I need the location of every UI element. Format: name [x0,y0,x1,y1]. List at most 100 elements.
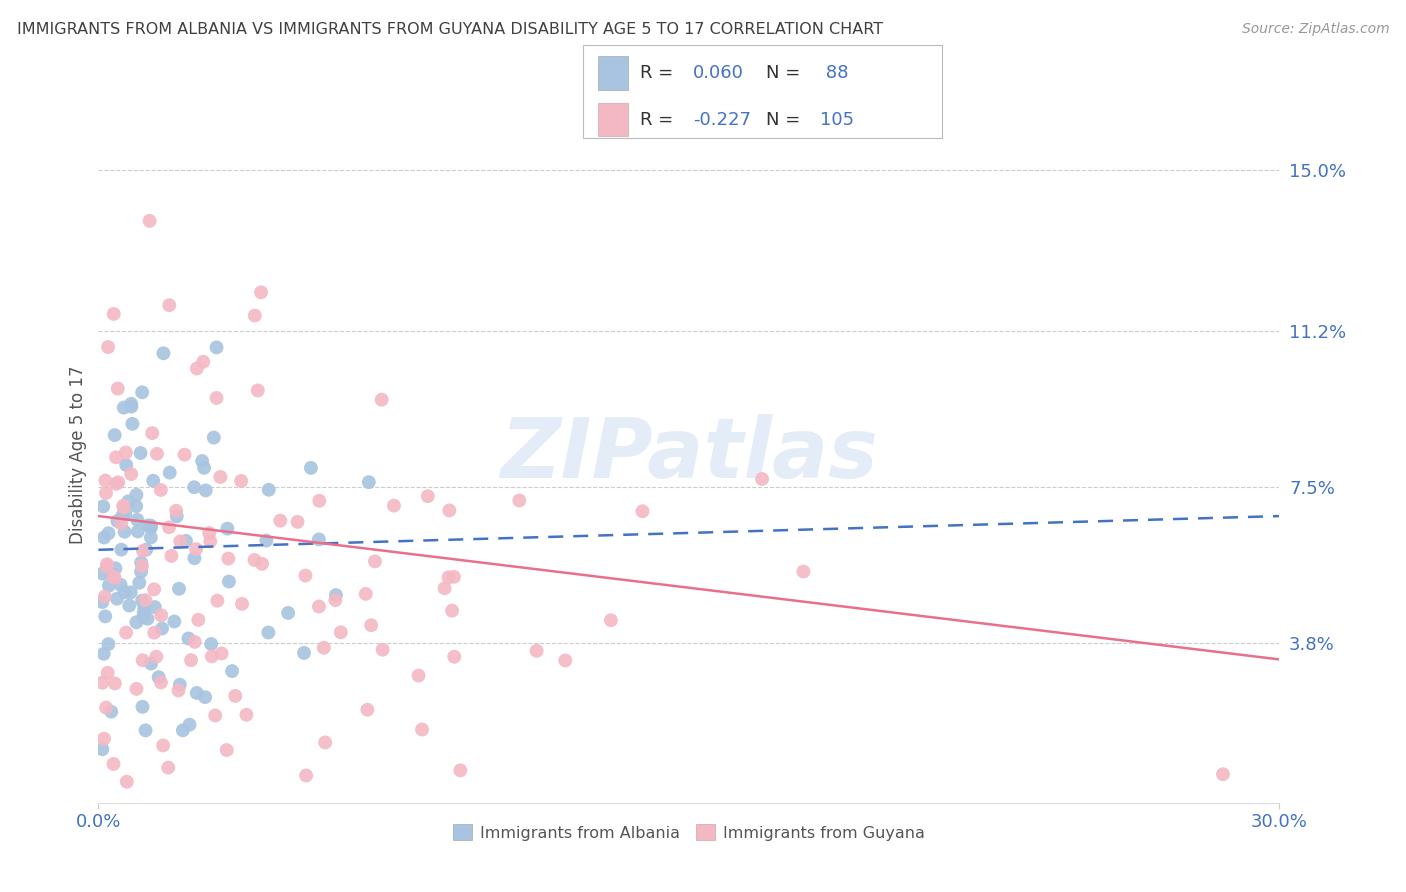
Point [224,689,246,703]
Point [173,448,195,462]
Point [145,649,167,664]
Text: N =: N = [766,111,806,128]
Point [631,504,654,518]
Point [103,756,125,771]
Point [231,474,253,488]
Point [97,637,120,651]
Point [443,649,465,664]
Point [198,526,221,541]
Point [150,675,173,690]
Point [187,613,209,627]
Text: ZIPatlas: ZIPatlas [501,415,877,495]
Point [143,582,166,597]
Point [112,500,135,515]
Point [101,567,124,582]
Point [125,499,148,513]
Point [131,653,153,667]
Point [360,618,382,632]
Point [179,717,201,731]
Point [193,355,215,369]
Point [186,686,208,700]
Text: -0.227: -0.227 [693,111,751,128]
Point [354,587,377,601]
Point [184,542,207,557]
Point [277,606,299,620]
Point [191,454,214,468]
Point [107,475,129,490]
Point [204,708,226,723]
Point [165,504,187,518]
Point [104,561,127,575]
Point [257,483,280,497]
Point [257,625,280,640]
Point [117,494,139,508]
Point [143,600,166,615]
Point [250,557,273,571]
Point [215,743,238,757]
Point [323,593,346,607]
Point [441,604,464,618]
Point [169,534,191,549]
Point [94,474,117,488]
Point [142,474,165,488]
Point [411,723,433,737]
Point [125,615,148,630]
Point [112,499,135,513]
Point [200,637,222,651]
Point [308,599,330,614]
Point [299,461,322,475]
Point [104,476,127,491]
Point [370,392,392,407]
Point [157,520,180,534]
Point [127,524,149,539]
Point [114,507,136,521]
Point [180,653,202,667]
Point [193,460,215,475]
Point [143,625,166,640]
Point [211,647,233,661]
Point [118,599,141,613]
Point [91,675,114,690]
Point [97,526,120,541]
Point [114,585,136,599]
Point [751,472,773,486]
Point [105,591,128,606]
Point [112,401,135,415]
Point [152,346,174,360]
Point [131,385,153,400]
Point [104,676,127,690]
Point [97,579,120,593]
Point [163,615,186,629]
Point [149,483,172,497]
Point [508,493,530,508]
Point [439,503,461,517]
Point [433,581,456,595]
Point [314,735,336,749]
Legend: Immigrants from Albania, Immigrants from Guyana: Immigrants from Albania, Immigrants from… [447,818,931,847]
Point [269,514,291,528]
Point [201,649,224,664]
Point [183,551,205,566]
Point [121,417,143,431]
Point [325,588,347,602]
Text: 0.060: 0.060 [693,63,744,82]
Point [129,446,152,460]
Point [382,499,405,513]
Point [526,644,548,658]
Point [120,585,142,599]
Point [136,518,159,533]
Point [1212,767,1234,781]
Point [177,632,200,646]
Point [287,515,309,529]
Point [183,480,205,494]
Point [135,542,157,557]
Point [103,307,125,321]
Text: 105: 105 [820,111,853,128]
Point [554,653,576,667]
Point [235,707,257,722]
Point [131,593,153,607]
Point [329,625,352,640]
Point [96,559,118,574]
Point [150,622,173,636]
Point [132,605,155,619]
